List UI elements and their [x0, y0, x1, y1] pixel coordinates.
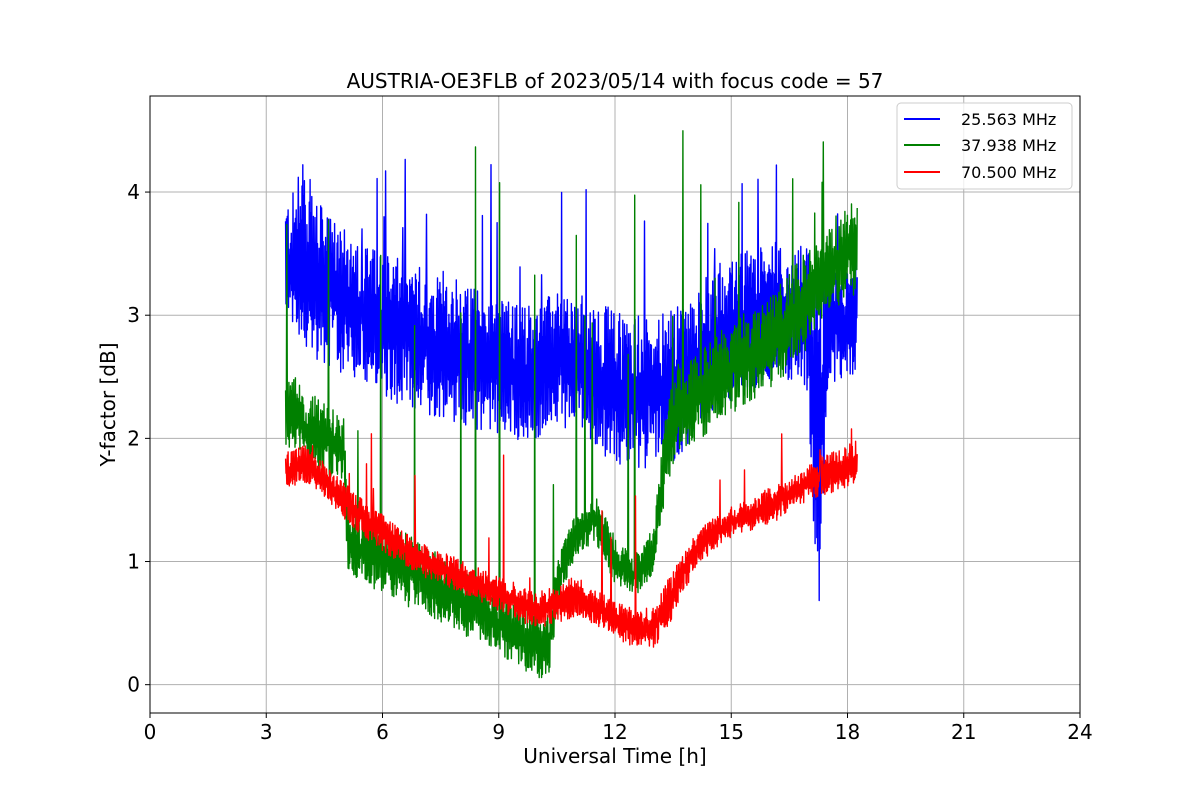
legend-label-series-1: 25.563 MHz: [961, 110, 1056, 129]
x-tick-label: 15: [719, 720, 744, 744]
x-tick-label: 18: [835, 720, 860, 744]
y-tick-label: 0: [127, 673, 140, 697]
y-tick-label: 3: [127, 303, 140, 327]
series-line-3: [284, 428, 858, 648]
legend: 25.563 MHz 37.938 MHz 70.500 MHz: [896, 102, 1073, 190]
x-axis-label: Universal Time [h]: [523, 744, 706, 768]
y-tick-label: 2: [127, 426, 140, 450]
y-axis-label: Y-factor [dB]: [96, 342, 120, 467]
x-tick-label: 3: [260, 720, 273, 744]
series-line-2: [284, 130, 858, 679]
x-tick-label: 0: [144, 720, 157, 744]
y-tick-label: 1: [127, 550, 140, 574]
x-tick-label: 12: [602, 720, 627, 744]
x-tick-label: 6: [376, 720, 389, 744]
legend-label-series-3: 70.500 MHz: [961, 163, 1056, 182]
chart-title: AUSTRIA-OE3FLB of 2023/05/14 with focus …: [347, 69, 884, 93]
legend-label-series-2: 37.938 MHz: [961, 136, 1056, 155]
y-tick-label: 4: [127, 180, 140, 204]
plot-area: [284, 130, 858, 679]
x-tick-label: 21: [951, 720, 976, 744]
x-tick-label: 9: [492, 720, 505, 744]
legend-frame: [896, 102, 1073, 190]
x-axis: 0 3 6 9 12 15 18 21 24: [144, 713, 1093, 744]
x-tick-label: 24: [1067, 720, 1092, 744]
y-axis: 0 1 2 3 4: [127, 180, 150, 697]
